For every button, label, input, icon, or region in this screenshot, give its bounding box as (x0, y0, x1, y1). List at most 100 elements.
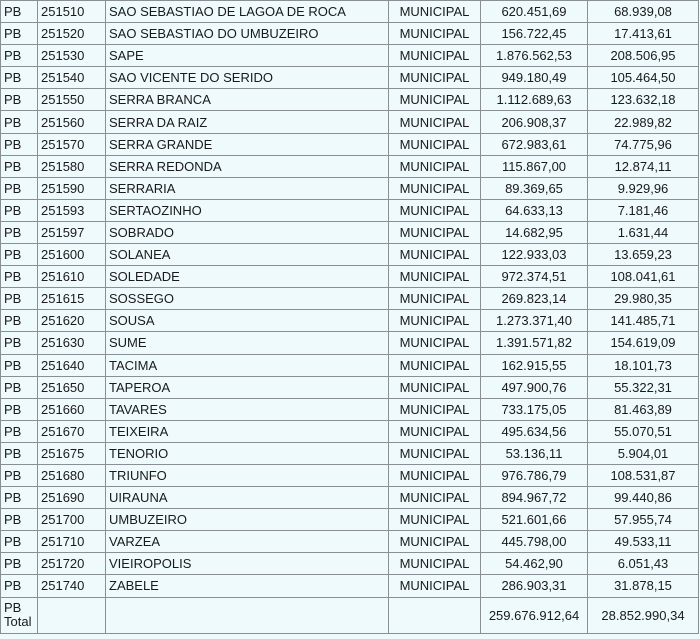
cell-code: 251700 (37, 508, 106, 532)
cell-name: SAO SEBASTIAO DE LAGOA DE ROCA (105, 0, 389, 24)
cell-name: SOUSA (105, 309, 389, 333)
empty-cell (37, 596, 106, 634)
cell-code: 251530 (37, 44, 106, 68)
table-row: PB 251570 SERRA GRANDE MUNICIPAL 672.983,61 7… (0, 132, 699, 156)
cell-name: VARZEA (105, 530, 389, 554)
total-label: PB Total (0, 596, 38, 634)
cell-value2: 105.464,50 (587, 66, 699, 90)
cell-uf: PB (0, 265, 38, 289)
table-row: PB 251710 VARZEA MUNICIPAL 445.798,00 49.533,… (0, 530, 699, 554)
cell-value1: 521.601,66 (480, 508, 588, 532)
cell-value2: 1.631,44 (587, 220, 699, 245)
cell-name: TEIXEIRA (105, 419, 389, 443)
cell-type: MUNICIPAL (388, 309, 481, 333)
cell-uf: PB (0, 574, 38, 598)
cell-value1: 122.933,03 (480, 243, 588, 267)
cell-uf: PB (0, 110, 38, 134)
cell-code: 251690 (37, 486, 106, 510)
cell-type: MUNICIPAL (388, 265, 481, 289)
cell-uf: PB (0, 132, 38, 156)
cell-uf: PB (0, 243, 38, 267)
table-row: PB 251690 UIRAUNA MUNICIPAL 894.967,72 99.440… (0, 486, 699, 510)
cell-uf: PB (0, 353, 38, 377)
cell-uf: PB (0, 508, 38, 532)
cell-value2: 5.904,01 (587, 441, 699, 465)
cell-type: MUNICIPAL (388, 220, 481, 245)
cell-code: 251615 (37, 287, 106, 311)
cell-value1: 445.798,00 (480, 530, 588, 554)
cell-type: MUNICIPAL (388, 243, 481, 267)
cell-name: SERRA REDONDA (105, 154, 389, 178)
cell-value2: 108.041,61 (587, 265, 699, 289)
cell-value2: 208.506,95 (587, 44, 699, 68)
table-row: PB 251560 SERRA DA RAIZ MUNICIPAL 206.908,37… (0, 110, 699, 134)
cell-uf: PB (0, 220, 38, 245)
table-row: PB 251600 SOLANEA MUNICIPAL 122.933,03 13.659… (0, 243, 699, 267)
cell-type: MUNICIPAL (388, 66, 481, 90)
cell-name: UIRAUNA (105, 486, 389, 510)
cell-value2: 49.533,11 (587, 530, 699, 554)
cell-name: TENORIO (105, 441, 389, 465)
cell-code: 251510 (37, 0, 106, 24)
cell-name: SOLANEA (105, 243, 389, 267)
cell-uf: PB (0, 397, 38, 421)
cell-value2: 55.070,51 (587, 419, 699, 443)
cell-value1: 1.273.371,40 (480, 309, 588, 333)
cell-value1: 115.867,00 (480, 154, 588, 178)
cell-value1: 269.823,14 (480, 287, 588, 311)
table-row: PB 251615 SOSSEGO MUNICIPAL 269.823,14 29.980… (0, 287, 699, 311)
table-row: PB 251590 SERRARIA MUNICIPAL 89.369,65 9.929,… (0, 176, 699, 200)
cell-type: MUNICIPAL (388, 0, 481, 24)
cell-value1: 64.633,13 (480, 198, 588, 222)
cell-code: 251610 (37, 265, 106, 289)
cell-uf: PB (0, 0, 38, 24)
cell-value1: 1.876.562,53 (480, 44, 588, 68)
cell-uf: PB (0, 176, 38, 200)
table-row: PB 251675 TENORIO MUNICIPAL 53.136,11 5.904,0… (0, 441, 699, 465)
cell-value2: 123.632,18 (587, 88, 699, 112)
cell-code: 251680 (37, 463, 106, 488)
cell-code: 251640 (37, 353, 106, 377)
cell-code: 251520 (37, 22, 106, 46)
cell-value2: 57.955,74 (587, 508, 699, 532)
cell-value2: 18.101,73 (587, 353, 699, 377)
cell-value1: 156.722,45 (480, 22, 588, 46)
cell-code: 251660 (37, 397, 106, 421)
cell-name: SAO VICENTE DO SERIDO (105, 66, 389, 90)
cell-name: TAVARES (105, 397, 389, 421)
cell-value2: 29.980,35 (587, 287, 699, 311)
empty-cell (105, 596, 389, 634)
cell-code: 251675 (37, 441, 106, 465)
cell-uf: PB (0, 309, 38, 333)
table-row: PB 251597 SOBRADO MUNICIPAL 14.682,95 1.631,4… (0, 220, 699, 245)
cell-name: SERRARIA (105, 176, 389, 200)
cell-uf: PB (0, 331, 38, 355)
cell-code: 251630 (37, 331, 106, 355)
total-value1: 259.676.912,64 (480, 596, 588, 634)
cell-value1: 733.175,05 (480, 397, 588, 421)
cell-value1: 1.112.689,63 (480, 88, 588, 112)
cell-value2: 17.413,61 (587, 22, 699, 46)
cell-name: SERRA GRANDE (105, 132, 389, 156)
cell-value1: 949.180,49 (480, 66, 588, 90)
total-row: PB Total 259.676.912,64 28.852.990,34 (0, 596, 699, 634)
cell-type: MUNICIPAL (388, 154, 481, 178)
table-row: PB 251720 VIEIROPOLIS MUNICIPAL 54.462,90 6.0… (0, 552, 699, 576)
cell-code: 251740 (37, 574, 106, 598)
cell-code: 251550 (37, 88, 106, 112)
cell-value1: 14.682,95 (480, 220, 588, 245)
cell-value1: 894.967,72 (480, 486, 588, 510)
cell-type: MUNICIPAL (388, 176, 481, 200)
cell-uf: PB (0, 419, 38, 443)
table-row: PB 251650 TAPEROA MUNICIPAL 497.900,76 55.322… (0, 375, 699, 399)
table-row: PB 251700 UMBUZEIRO MUNICIPAL 521.601,66 57.9… (0, 508, 699, 532)
table-row: PB 251520 SAO SEBASTIAO DO UMBUZEIRO MUNICI… (0, 22, 699, 46)
cell-name: SERTAOZINHO (105, 198, 389, 222)
cell-value2: 74.775,96 (587, 132, 699, 156)
cell-uf: PB (0, 88, 38, 112)
cell-code: 251620 (37, 309, 106, 333)
cell-name: ZABELE (105, 574, 389, 598)
cell-type: MUNICIPAL (388, 486, 481, 510)
cell-code: 251650 (37, 375, 106, 399)
cell-uf: PB (0, 44, 38, 68)
